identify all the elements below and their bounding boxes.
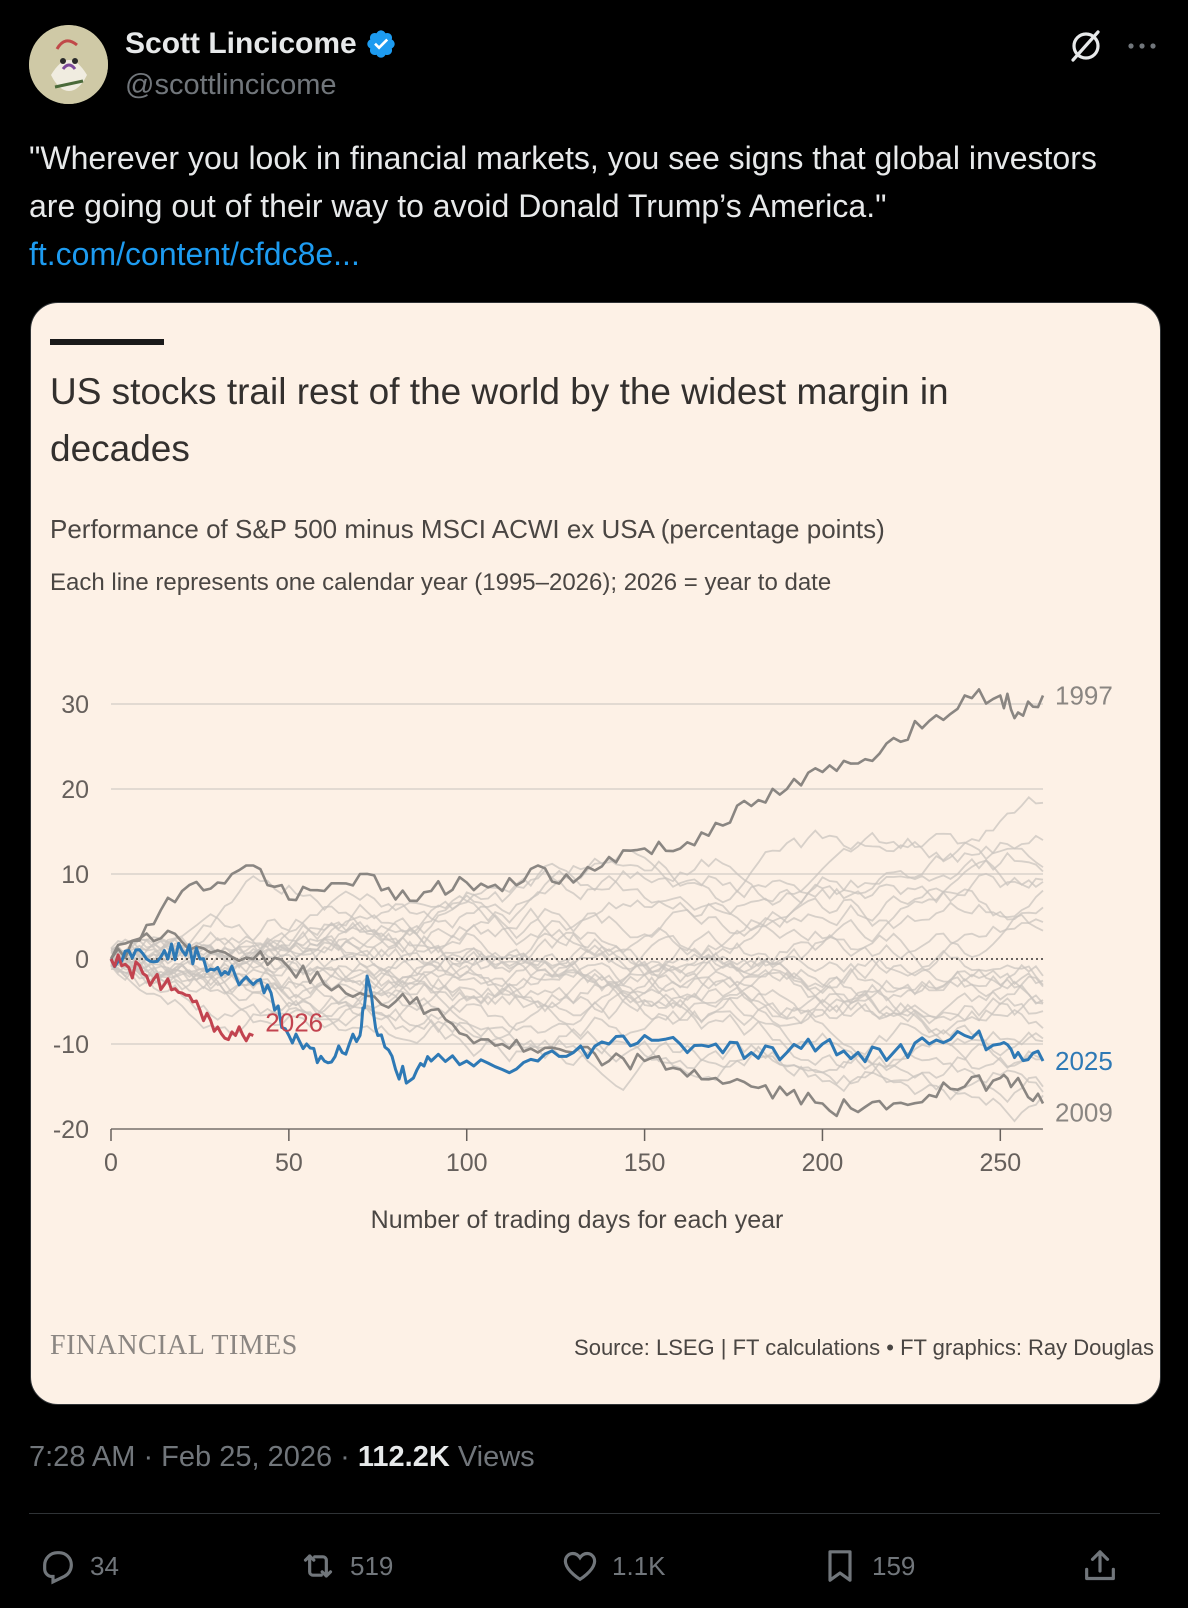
x-tick-label: 0 <box>104 1149 118 1177</box>
y-tick-label: 10 <box>61 861 89 889</box>
author-handle[interactable]: @scottlincicome <box>125 69 337 101</box>
reply-icon <box>43 1551 73 1585</box>
grok-icon[interactable] <box>1067 27 1105 65</box>
views-label: Views <box>449 1441 535 1473</box>
action-bar: 34 519 1.1K 159 <box>0 1541 1188 1591</box>
divider <box>29 1513 1160 1514</box>
repost-count: 519 <box>350 1550 394 1581</box>
chart-subtitle: Performance of S&P 500 minus MSCI ACWI e… <box>50 514 885 544</box>
bookmark-button[interactable]: 159 <box>820 1541 915 1591</box>
y-tick-label: 0 <box>75 946 89 974</box>
tweet-link[interactable]: ft.com/content/cfdc8e... <box>29 236 360 272</box>
like-count: 1.1K <box>612 1550 666 1581</box>
background-year-line <box>110 956 1044 1057</box>
avatar[interactable] <box>29 25 108 104</box>
share-button[interactable] <box>1080 1541 1120 1591</box>
x-tick-label: 50 <box>275 1149 303 1177</box>
series-label-2025: 2025 <box>1055 1046 1113 1076</box>
author-name-text[interactable]: Scott Lincicome <box>125 27 357 60</box>
series-label-1997: 1997 <box>1055 681 1113 711</box>
views-count: 112.2K <box>357 1441 450 1473</box>
series-label-2009: 2009 <box>1055 1098 1113 1128</box>
ft-accent-bar <box>50 339 164 345</box>
more-options-icon[interactable] <box>1124 28 1160 64</box>
background-year-line <box>110 955 1044 1063</box>
background-year-line <box>110 926 1044 1005</box>
background-year-line <box>110 888 1044 983</box>
tweet-body: "Wherever you look in financial markets,… <box>29 140 1097 224</box>
y-tick-label: 20 <box>61 776 89 804</box>
x-axis-label: Number of trading days for each year <box>371 1206 784 1234</box>
repost-button[interactable]: 519 <box>298 1541 393 1591</box>
chart-title: US stocks trail rest of the world by the… <box>50 371 949 469</box>
heart-icon <box>563 1551 597 1582</box>
ft-brand-logo: FINANCIAL TIMES <box>50 1330 298 1361</box>
background-year-line <box>110 944 1044 1104</box>
series-line-1997 <box>109 688 1045 960</box>
x-tick-label: 150 <box>624 1149 666 1177</box>
x-tick-label: 100 <box>446 1149 488 1177</box>
background-year-line <box>110 936 1044 1029</box>
verified-badge-icon <box>367 30 395 58</box>
background-year-line <box>110 834 1044 956</box>
series-label-2026: 2026 <box>265 1008 323 1038</box>
tweet-meta: 7:28 AM · Feb 25, 2026 · 112.2K Views <box>29 1441 535 1474</box>
background-year-line <box>110 857 1044 977</box>
series-line-2026 <box>109 953 254 1043</box>
avatar-illustration <box>29 25 108 104</box>
y-tick-label: -20 <box>53 1116 89 1144</box>
background-year-line <box>110 894 1044 979</box>
chart-note: Each line represents one calendar year (… <box>50 569 832 596</box>
background-year-line <box>110 963 1044 1123</box>
x-tick-label: 200 <box>802 1149 844 1177</box>
bookmark-count: 159 <box>872 1550 916 1581</box>
bookmark-icon <box>828 1550 852 1582</box>
reply-count: 34 <box>90 1550 119 1581</box>
media-card[interactable]: US stocks trail rest of the world by the… <box>30 302 1161 1405</box>
author-name[interactable]: Scott Lincicome <box>125 27 397 61</box>
series-line-2025 <box>109 941 1045 1085</box>
repost-icon <box>303 1554 333 1578</box>
tweet-text: "Wherever you look in financial markets,… <box>29 134 1149 278</box>
tweet-timestamp[interactable]: 7:28 AM · Feb 25, 2026 · <box>29 1441 358 1473</box>
like-button[interactable]: 1.1K <box>560 1541 666 1591</box>
chart-source: Source: LSEG | FT calculations • FT grap… <box>574 1335 1154 1360</box>
share-icon <box>1085 1550 1115 1581</box>
reply-button[interactable]: 34 <box>38 1541 119 1591</box>
background-year-line <box>110 796 1044 963</box>
y-tick-label: -10 <box>53 1031 89 1059</box>
y-tick-label: 30 <box>61 691 89 719</box>
x-tick-label: 250 <box>979 1149 1021 1177</box>
